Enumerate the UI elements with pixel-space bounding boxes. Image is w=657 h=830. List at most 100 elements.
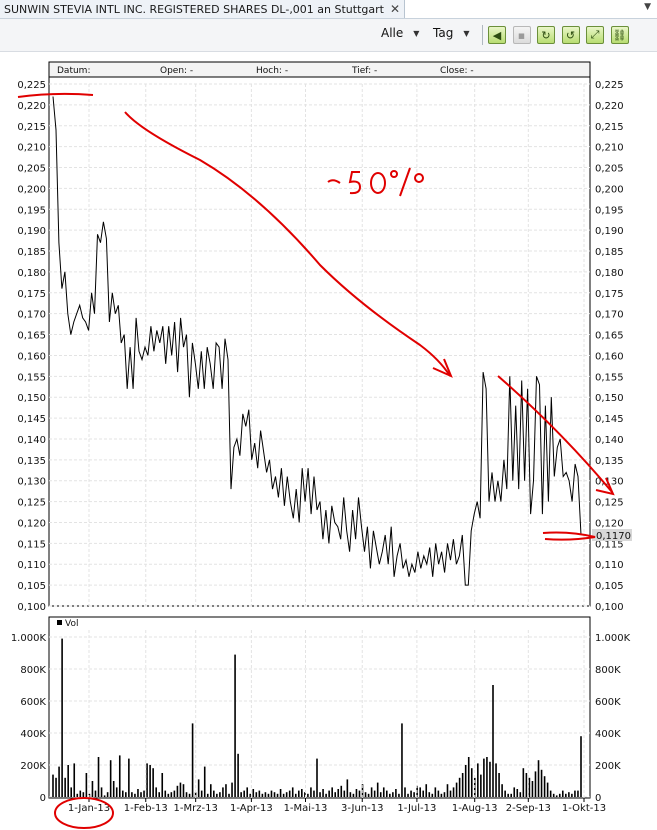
volume-bar bbox=[337, 789, 340, 797]
volume-bar bbox=[534, 771, 537, 797]
volume-bar bbox=[389, 793, 391, 797]
price-tick-left: 0,105 bbox=[17, 581, 46, 592]
price-tick-left: 0,170 bbox=[17, 310, 46, 321]
volume-bar bbox=[522, 768, 525, 797]
volume-bar bbox=[452, 787, 455, 797]
info-header bbox=[48, 61, 591, 78]
volume-bar bbox=[267, 793, 270, 797]
price-tick-right: 0,135 bbox=[595, 456, 624, 467]
volume-bar bbox=[565, 793, 567, 797]
annotation-zero bbox=[370, 172, 386, 194]
price-tick-left: 0,180 bbox=[17, 268, 46, 279]
volume-bar bbox=[100, 787, 103, 797]
volume-bar bbox=[209, 784, 212, 797]
volume-bar bbox=[495, 763, 497, 797]
volume-bar bbox=[246, 787, 249, 797]
price-tick-right: 0,215 bbox=[595, 122, 624, 133]
close-icon[interactable]: ✕ bbox=[389, 2, 401, 16]
volume-bar bbox=[73, 763, 76, 797]
volume-bar bbox=[140, 792, 142, 797]
volume-bar bbox=[118, 755, 121, 797]
annotation-percent-dot-b bbox=[414, 173, 424, 183]
volume-bar bbox=[55, 777, 57, 797]
interval-dropdown[interactable]: Tag ▼ bbox=[433, 26, 469, 40]
volume-tick-left: 600K bbox=[20, 697, 46, 708]
toolbar-divider bbox=[482, 25, 483, 45]
volume-bar bbox=[395, 789, 397, 797]
expand-icon[interactable]: ⤢ bbox=[586, 26, 604, 44]
volume-bar bbox=[428, 792, 431, 797]
volume-bar bbox=[537, 760, 540, 797]
volume-bar bbox=[558, 793, 561, 797]
volume-bar bbox=[216, 793, 218, 797]
volume-bar bbox=[492, 685, 494, 797]
volume-tick-right: 200K bbox=[595, 761, 621, 772]
header-datum: Datum: bbox=[57, 66, 90, 76]
volume-bar bbox=[112, 781, 115, 797]
annotation-last-line bbox=[542, 531, 596, 541]
volume-bar bbox=[404, 787, 406, 797]
price-series-line bbox=[52, 96, 582, 586]
volume-legend-swatch bbox=[57, 620, 62, 625]
volume-bar bbox=[167, 793, 170, 797]
annotation-top-line bbox=[17, 92, 94, 98]
volume-bar bbox=[203, 766, 206, 797]
annotation-start-circle bbox=[54, 797, 114, 829]
price-tick-left: 0,215 bbox=[17, 122, 46, 133]
back-arrow-icon[interactable]: ◀ bbox=[488, 26, 506, 44]
volume-bar bbox=[486, 757, 488, 797]
range-dropdown[interactable]: Alle ▼ bbox=[381, 26, 419, 40]
price-tick-right: 0,145 bbox=[595, 414, 624, 425]
price-tick-right: 0,190 bbox=[595, 226, 624, 237]
volume-tick-right: 1.000K bbox=[595, 633, 631, 644]
annotation-drop-arrow bbox=[497, 375, 613, 493]
volume-bar bbox=[546, 782, 549, 797]
volume-bar bbox=[543, 776, 546, 797]
price-tick-left: 0,150 bbox=[17, 393, 46, 404]
volume-bar bbox=[425, 784, 428, 797]
annotation-percent-slash bbox=[399, 167, 411, 197]
volume-bar bbox=[234, 654, 236, 797]
volume-bar bbox=[322, 789, 324, 797]
volume-bar bbox=[249, 793, 252, 797]
volume-bar bbox=[125, 792, 127, 797]
price-tick-left: 0,125 bbox=[17, 498, 46, 509]
last-value-label: 0,1170 bbox=[596, 531, 631, 542]
volume-bar bbox=[367, 793, 370, 797]
link-icon[interactable]: ⛓ bbox=[610, 26, 629, 44]
reload-icon[interactable]: ↺ bbox=[561, 26, 580, 44]
price-tick-left: 0,185 bbox=[17, 247, 46, 258]
volume-bar bbox=[70, 787, 73, 797]
price-tick-left: 0,115 bbox=[17, 539, 46, 550]
header-hoch: Hoch: - bbox=[256, 66, 288, 76]
volume-bar bbox=[316, 758, 318, 797]
x-tick-label: 3-Jun-13 bbox=[341, 803, 384, 814]
volume-bar bbox=[413, 792, 415, 797]
volume-bar bbox=[407, 793, 409, 797]
volume-bar bbox=[528, 777, 531, 797]
chevron-down-icon[interactable]: ▼ bbox=[644, 2, 651, 12]
refresh-icon[interactable]: ↻ bbox=[537, 26, 555, 44]
x-tick-label: 1-Apr-13 bbox=[230, 803, 273, 814]
volume-bar bbox=[194, 792, 197, 797]
volume-bar bbox=[228, 793, 230, 797]
volume-bar bbox=[507, 793, 509, 797]
chart-tab[interactable]: SUNWIN STEVIA INTL INC. REGISTERED SHARE… bbox=[0, 0, 406, 18]
volume-tick-left: 800K bbox=[20, 665, 46, 676]
volume-bar bbox=[115, 787, 118, 797]
price-tick-left: 0,100 bbox=[17, 602, 46, 613]
volume-bar bbox=[213, 790, 215, 797]
volume-bar bbox=[480, 774, 482, 797]
volume-tick-right: 0 bbox=[595, 793, 601, 804]
price-tick-right: 0,175 bbox=[595, 289, 624, 300]
volume-bar bbox=[285, 792, 288, 797]
x-tick-label: 1-Feb-13 bbox=[124, 803, 168, 814]
volume-bar bbox=[364, 792, 367, 797]
last-value-marker bbox=[592, 529, 632, 542]
volume-bar bbox=[461, 773, 464, 797]
volume-legend: Vol bbox=[65, 619, 78, 629]
volume-bar bbox=[94, 790, 97, 797]
volume-bar bbox=[571, 793, 573, 797]
volume-bar bbox=[498, 773, 500, 797]
volume-tick-right: 400K bbox=[595, 729, 621, 740]
